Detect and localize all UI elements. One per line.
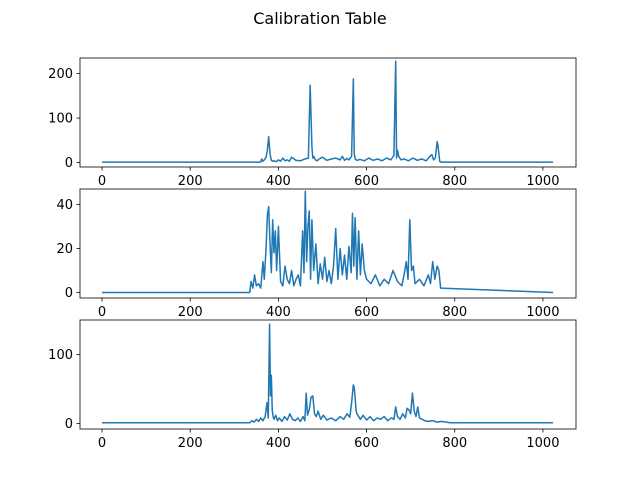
y-tick-label-2-0: 0: [65, 286, 73, 301]
series-line-3-1: [102, 323, 554, 424]
y-tick-label-1-0: 0: [65, 156, 73, 171]
axes-frame-1: [79, 57, 577, 168]
series-line-2-1: [102, 190, 554, 294]
x-tick-label-3-200: 200: [178, 436, 203, 451]
y-tick-label-2-20: 20: [56, 242, 73, 257]
y-tick-label-2-40: 40: [56, 198, 73, 213]
x-tick-label-1-800: 800: [442, 174, 467, 189]
y-tick-label-3-100: 100: [48, 348, 73, 363]
x-tick-label-2-0: 0: [98, 305, 106, 320]
y-tick-label-1-100: 100: [48, 112, 73, 127]
x-tick-label-1-0: 0: [98, 174, 106, 189]
axes-frame-2: [79, 188, 577, 299]
x-tick-label-2-400: 400: [266, 305, 291, 320]
x-tick-label-2-1000: 1000: [526, 305, 559, 320]
subplot-3: 0 200 400 600 800 1000 0 100: [48, 319, 577, 451]
x-tick-label-1-400: 400: [266, 174, 291, 189]
subplot-2: 0 200 400 600 800 1000 0 20 40: [56, 188, 577, 320]
subplot-1: 0 200 400 600 800 1000 0 100 200: [48, 57, 577, 189]
x-tick-label-2-600: 600: [354, 305, 379, 320]
series-line-1-1: [102, 60, 554, 163]
axes-frame-3: [79, 319, 577, 430]
x-tick-label-1-600: 600: [354, 174, 379, 189]
x-tick-label-2-800: 800: [442, 305, 467, 320]
x-tick-label-3-800: 800: [442, 436, 467, 451]
x-tick-label-3-0: 0: [98, 436, 106, 451]
x-tick-label-3-400: 400: [266, 436, 291, 451]
x-tick-label-1-200: 200: [178, 174, 203, 189]
x-tick-label-3-600: 600: [354, 436, 379, 451]
y-tick-label-3-0: 0: [65, 417, 73, 432]
x-tick-label-2-200: 200: [178, 305, 203, 320]
x-tick-label-1-1000: 1000: [526, 174, 559, 189]
x-tick-label-3-1000: 1000: [526, 436, 559, 451]
y-tick-label-1-200: 200: [48, 67, 73, 82]
figure-title: Calibration Table: [253, 9, 387, 28]
